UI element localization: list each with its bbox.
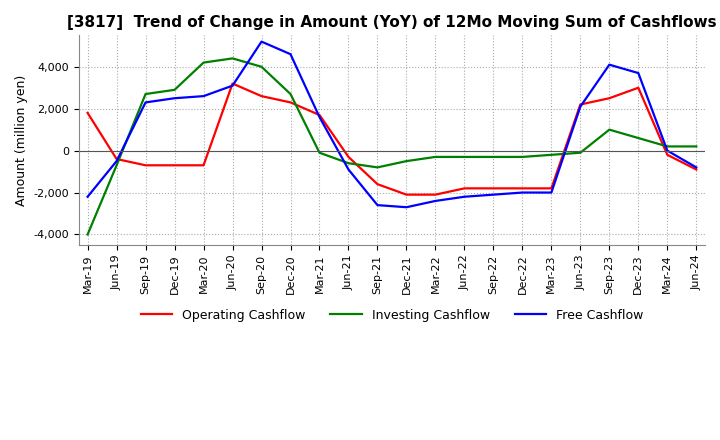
Line: Free Cashflow: Free Cashflow xyxy=(88,42,696,207)
Investing Cashflow xyxy=(373,165,382,170)
Free Cashflow xyxy=(489,192,498,197)
Free Cashflow xyxy=(84,194,92,199)
Operating Cashflow xyxy=(228,81,237,86)
Operating Cashflow xyxy=(84,110,92,116)
Investing Cashflow xyxy=(199,60,208,65)
Investing Cashflow xyxy=(576,150,585,155)
Operating Cashflow xyxy=(112,156,121,161)
Operating Cashflow xyxy=(431,192,440,197)
Operating Cashflow xyxy=(518,186,527,191)
Free Cashflow xyxy=(547,190,556,195)
Free Cashflow xyxy=(634,70,643,76)
Free Cashflow xyxy=(431,198,440,204)
Operating Cashflow xyxy=(663,152,672,158)
Investing Cashflow xyxy=(344,161,353,166)
Investing Cashflow xyxy=(663,144,672,149)
Operating Cashflow xyxy=(170,163,179,168)
Operating Cashflow xyxy=(373,182,382,187)
Line: Operating Cashflow: Operating Cashflow xyxy=(88,84,696,194)
Investing Cashflow xyxy=(431,154,440,160)
Investing Cashflow xyxy=(547,152,556,158)
Investing Cashflow xyxy=(257,64,266,70)
Operating Cashflow xyxy=(199,163,208,168)
Free Cashflow xyxy=(605,62,613,67)
Operating Cashflow xyxy=(605,95,613,101)
Investing Cashflow xyxy=(489,154,498,160)
Operating Cashflow xyxy=(692,167,701,172)
Operating Cashflow xyxy=(257,93,266,99)
Operating Cashflow xyxy=(344,154,353,160)
Investing Cashflow xyxy=(692,144,701,149)
Investing Cashflow xyxy=(315,150,324,155)
Investing Cashflow xyxy=(605,127,613,132)
Free Cashflow xyxy=(112,158,121,164)
Free Cashflow xyxy=(286,51,294,57)
Free Cashflow xyxy=(373,202,382,208)
Investing Cashflow xyxy=(286,92,294,97)
Free Cashflow xyxy=(692,165,701,170)
Operating Cashflow xyxy=(315,112,324,117)
Free Cashflow xyxy=(228,83,237,88)
Free Cashflow xyxy=(257,39,266,44)
Investing Cashflow xyxy=(228,56,237,61)
Free Cashflow xyxy=(344,167,353,172)
Operating Cashflow xyxy=(402,192,411,197)
Operating Cashflow xyxy=(141,163,150,168)
Investing Cashflow xyxy=(518,154,527,160)
Investing Cashflow xyxy=(402,158,411,164)
Investing Cashflow xyxy=(460,154,469,160)
Investing Cashflow xyxy=(84,232,92,237)
Free Cashflow xyxy=(576,104,585,109)
Operating Cashflow xyxy=(547,186,556,191)
Investing Cashflow xyxy=(634,136,643,141)
Free Cashflow xyxy=(460,194,469,199)
Free Cashflow xyxy=(141,100,150,105)
Y-axis label: Amount (million yen): Amount (million yen) xyxy=(15,74,28,206)
Legend: Operating Cashflow, Investing Cashflow, Free Cashflow: Operating Cashflow, Investing Cashflow, … xyxy=(135,304,648,327)
Free Cashflow xyxy=(199,93,208,99)
Operating Cashflow xyxy=(286,100,294,105)
Free Cashflow xyxy=(402,205,411,210)
Title: [3817]  Trend of Change in Amount (YoY) of 12Mo Moving Sum of Cashflows: [3817] Trend of Change in Amount (YoY) o… xyxy=(67,15,717,30)
Operating Cashflow xyxy=(460,186,469,191)
Investing Cashflow xyxy=(112,163,121,168)
Operating Cashflow xyxy=(576,102,585,107)
Free Cashflow xyxy=(315,114,324,120)
Investing Cashflow xyxy=(141,92,150,97)
Free Cashflow xyxy=(663,148,672,153)
Line: Investing Cashflow: Investing Cashflow xyxy=(88,59,696,235)
Free Cashflow xyxy=(518,190,527,195)
Investing Cashflow xyxy=(170,87,179,92)
Operating Cashflow xyxy=(489,186,498,191)
Operating Cashflow xyxy=(634,85,643,90)
Free Cashflow xyxy=(170,95,179,101)
